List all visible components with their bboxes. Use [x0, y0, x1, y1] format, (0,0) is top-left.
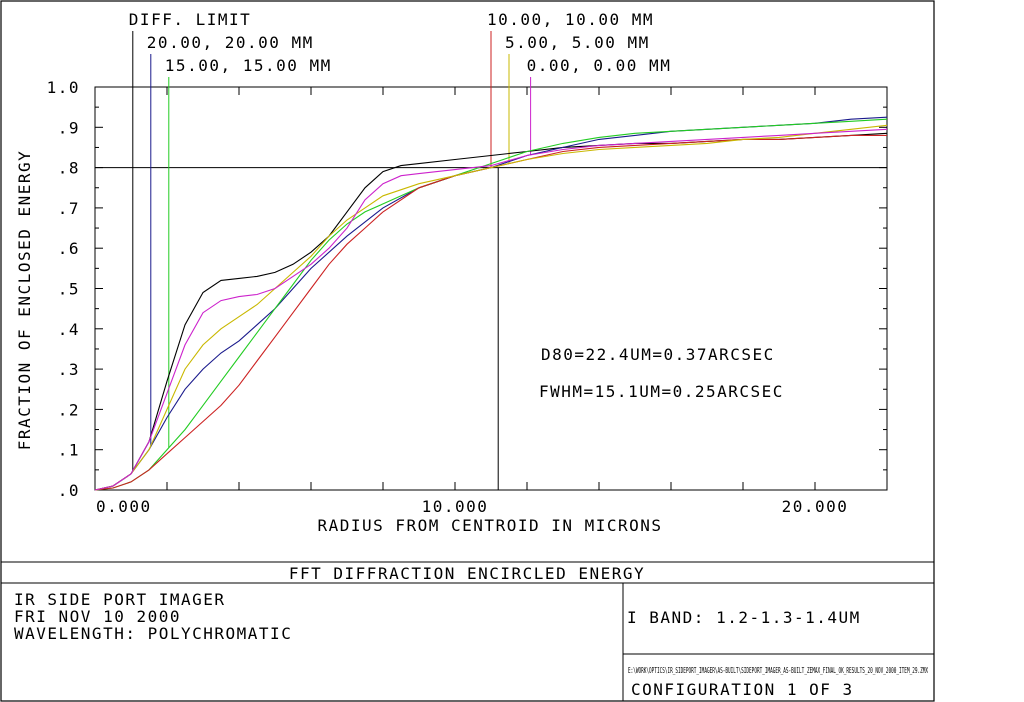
- file-path: E:\WORK\OPTICS\IR_SIDEPORT_IMAGER\AS-BUI…: [628, 666, 928, 675]
- chart-title: FFT DIFFRACTION ENCIRCLED ENERGY: [289, 564, 645, 583]
- y-tick-label: .0: [58, 481, 80, 500]
- x-tick-label: 20.000: [782, 497, 849, 516]
- tick-labels: .0 .1 .2 .3 .4 .5 .6 .7 .8 .9 1.0 0.000 10.000 20.000: [47, 78, 849, 516]
- system-name: IR SIDE PORT IMAGER: [14, 590, 226, 609]
- d80-annotation: D80=22.4UM=0.37ARCSEC: [541, 345, 775, 364]
- y-tick-label: .6: [58, 239, 80, 258]
- series-legend-label: 5.00, 5.00 MM: [505, 33, 650, 52]
- series-legend-label: DIFF. LIMIT: [129, 10, 251, 29]
- y-tick-label: .9: [58, 118, 80, 137]
- band-text: I BAND: 1.2-1.3-1.4UM: [627, 608, 861, 627]
- y-tick-label: .5: [58, 280, 80, 299]
- y-axis-label: FRACTION OF ENCLOSED ENERGY: [15, 150, 34, 451]
- outer-frame: [0, 0, 935, 702]
- x-axis-label: RADIUS FROM CENTROID IN MICRONS: [317, 516, 662, 535]
- y-tick-label: .2: [58, 400, 80, 419]
- x-tick-label: 10.000: [422, 497, 489, 516]
- series-line: [94, 124, 888, 491]
- series-line: [94, 132, 888, 491]
- y-tick-label: .7: [58, 199, 80, 218]
- y-tick-label: .1: [58, 441, 80, 460]
- fwhm-annotation: FWHM=15.1UM=0.25ARCSEC: [539, 382, 784, 401]
- reference-lines: [95, 167, 887, 490]
- y-tick-label: .3: [58, 360, 80, 379]
- series-line: [94, 134, 887, 491]
- series-legend-label: 15.00, 15.00 MM: [165, 56, 332, 75]
- date-text: FRI NOV 10 2000: [14, 607, 181, 626]
- series-line: [94, 116, 888, 491]
- series-lines: [94, 116, 888, 491]
- x-tick-label: 0.000: [96, 497, 152, 516]
- series-legend: DIFF. LIMIT 20.00, 20.00 MM 15.00, 15.00 M…: [129, 10, 672, 75]
- series-legend-label: 20.00, 20.00 MM: [147, 33, 314, 52]
- y-tick-label: .4: [58, 320, 80, 339]
- configuration-text: CONFIGURATION 1 OF 3: [631, 680, 854, 699]
- series-markers: [132, 31, 532, 471]
- series-legend-label: 0.00, 0.00 MM: [527, 56, 672, 75]
- series-legend-label: 10.00, 10.00 MM: [487, 10, 654, 29]
- y-tick-label: .8: [58, 159, 80, 178]
- series-line: [94, 128, 888, 491]
- y-tick-label: 1.0: [47, 78, 80, 97]
- series-line: [94, 118, 888, 491]
- wavelength-text: WAVELENGTH: POLYCHROMATIC: [14, 624, 292, 643]
